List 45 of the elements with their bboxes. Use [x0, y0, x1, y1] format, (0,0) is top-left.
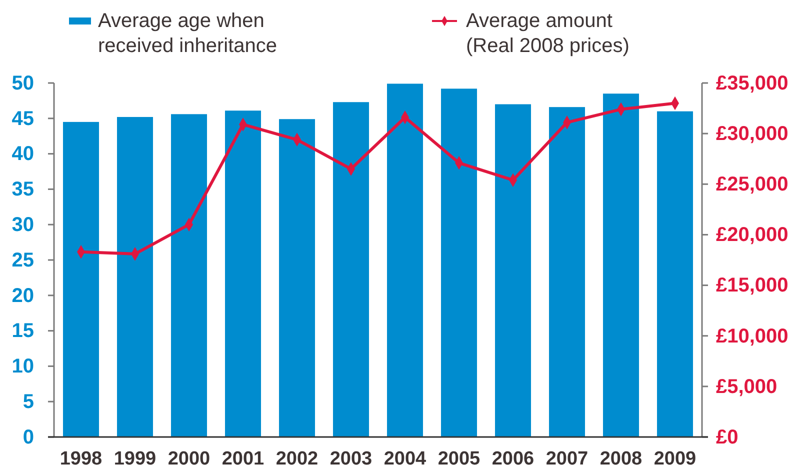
y2-tick-label: £10,000 — [716, 325, 788, 348]
bar — [387, 84, 423, 437]
y-tick-label: 10 — [12, 356, 34, 378]
legend-label: Average amount (Real 2008 prices) — [466, 10, 630, 57]
y2-tick-label: £35,000 — [716, 72, 788, 94]
bar — [171, 114, 207, 437]
bar — [549, 107, 585, 437]
y-tick-label: 15 — [12, 320, 34, 342]
y-tick-label: 35 — [12, 178, 34, 201]
bar — [657, 111, 693, 437]
y2-tick-label: £25,000 — [716, 174, 788, 196]
bar — [63, 122, 99, 437]
x-tick-label: 2001 — [222, 448, 265, 470]
x-tick-label: 2005 — [438, 448, 481, 470]
x-tick-label: 1999 — [114, 448, 156, 470]
x-tick-label: 2006 — [492, 448, 534, 470]
y-tick-label: 45 — [12, 108, 34, 130]
x-tick-label: 2002 — [276, 448, 318, 470]
y2-tick-label: £0 — [716, 426, 738, 448]
y2-tick-label: £5,000 — [716, 376, 778, 398]
legend-label: Average age when received inheritance — [98, 10, 277, 57]
y2-tick-label: £30,000 — [716, 122, 788, 145]
y-tick-label: 25 — [12, 249, 34, 272]
bar — [117, 116, 153, 437]
y2-tick-label: £15,000 — [716, 274, 788, 297]
y-tick-label: 20 — [12, 284, 34, 307]
y-tick-label: 0 — [22, 426, 34, 448]
x-tick-label: 2000 — [168, 448, 210, 470]
bar — [603, 94, 639, 437]
x-tick-label: 2008 — [600, 448, 642, 470]
bar — [279, 119, 315, 437]
y-tick-label: 50 — [12, 72, 34, 94]
x-tick-label: 2003 — [330, 448, 372, 470]
bar — [495, 104, 531, 437]
y-tick-label: 30 — [12, 214, 34, 236]
x-tick-label: 2004 — [384, 448, 427, 470]
x-tick-label: 1998 — [60, 448, 102, 470]
bar — [441, 88, 477, 437]
y2-tick-label: £20,000 — [716, 224, 788, 246]
bar — [333, 102, 369, 437]
x-tick-label: 2009 — [654, 448, 696, 470]
y-tick-label: 40 — [12, 143, 34, 166]
x-tick-label: 2007 — [546, 448, 588, 470]
y-tick-label: 5 — [22, 391, 34, 413]
bar — [225, 110, 261, 437]
